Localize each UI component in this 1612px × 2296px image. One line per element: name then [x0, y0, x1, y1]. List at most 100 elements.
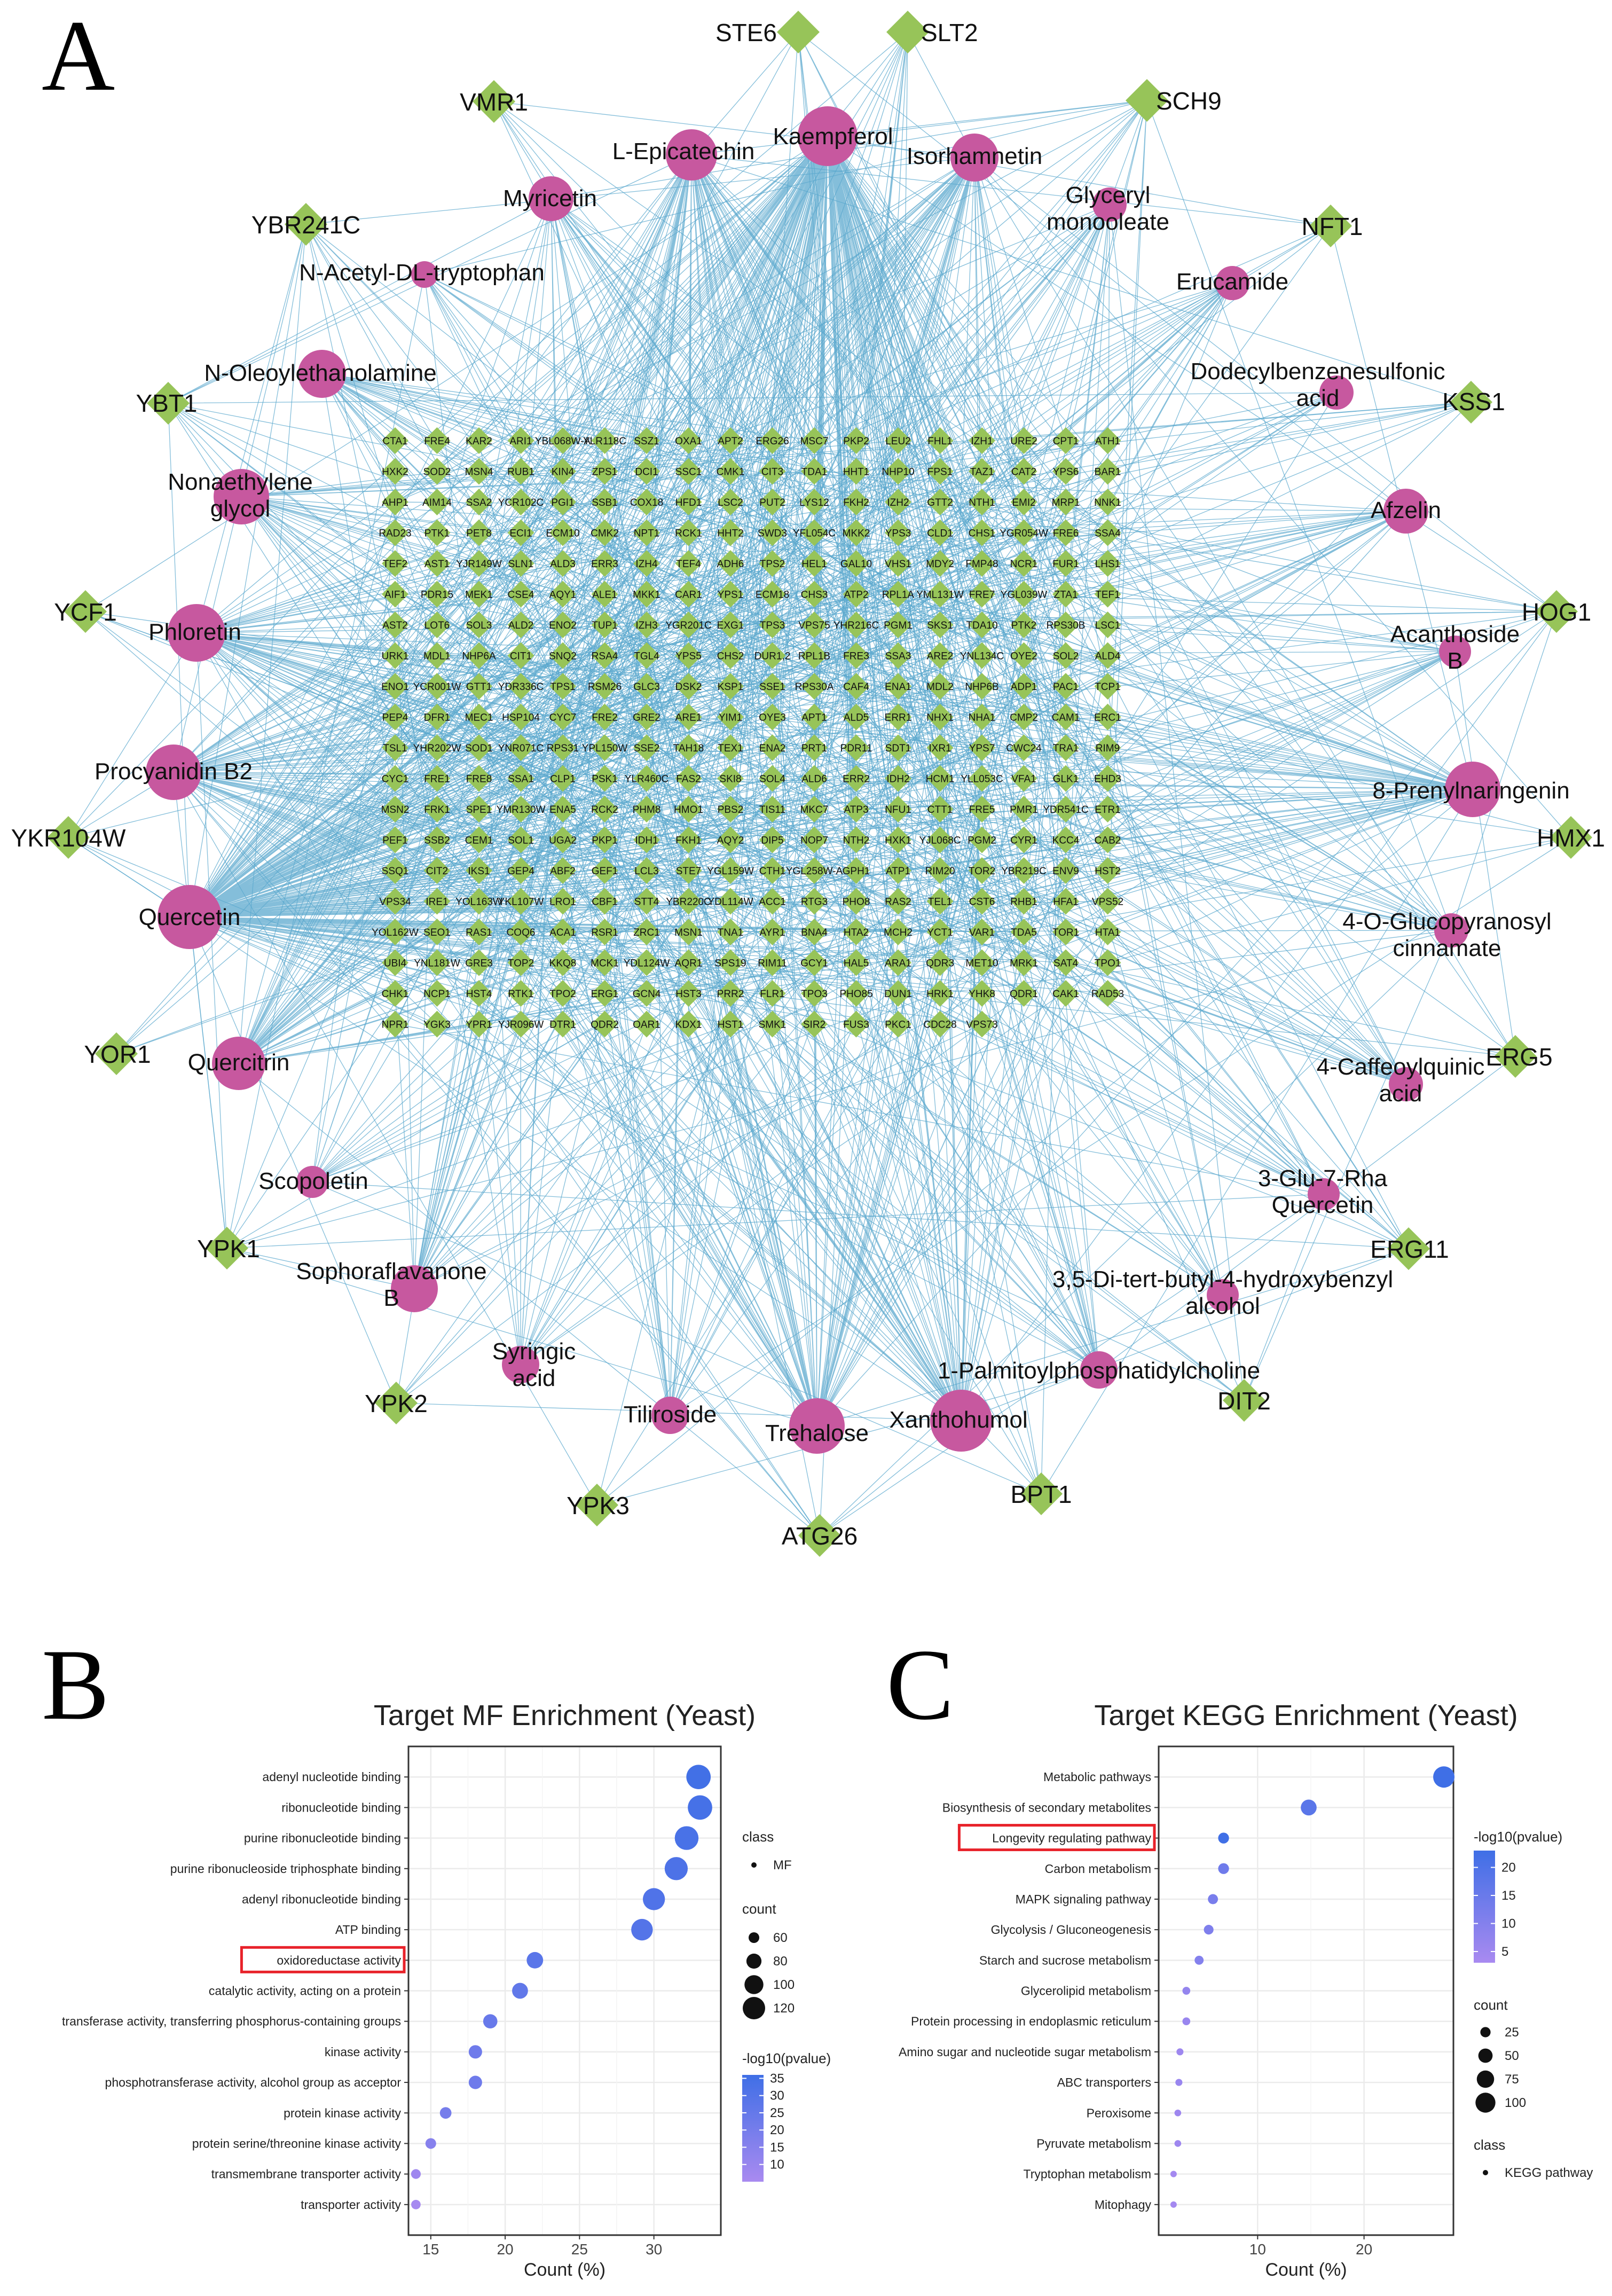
target-node-are2: [926, 642, 954, 669]
compound-label-quercetin-line: Quercetin: [139, 904, 241, 930]
compound-label-erucamide-line: Erucamide: [1176, 269, 1288, 295]
compound-label-phloretin-line: Phloretin: [148, 619, 241, 645]
panel-label-b: B: [42, 1629, 109, 1741]
target-node-ypr1: [466, 1010, 492, 1038]
target-node-atp2: [843, 581, 870, 608]
compound-label-8-prenylnaringenin-line: 8-Prenylnaringenin: [1372, 778, 1569, 804]
target-node-sse1: [759, 673, 786, 700]
target-label-tps2: TPS2: [760, 559, 785, 570]
target-node-glk1: [1052, 765, 1079, 792]
target-label-tef1: TEF1: [1095, 590, 1120, 601]
target-label-hst4: HST4: [466, 989, 492, 1000]
target-node-nhp6b: [969, 673, 995, 700]
target-node-lys12: [801, 489, 828, 515]
target-label-chs2: CHS2: [717, 651, 744, 662]
target-node-ydl114w: [717, 888, 744, 915]
target-node-ecm10: [549, 519, 576, 546]
panel-label-c: C: [886, 1629, 954, 1741]
target-label-aca1: ACA1: [549, 927, 576, 938]
target-node-sat4: [1052, 949, 1079, 976]
target-node-vps34: [382, 888, 408, 915]
target-label-ecm18: ECM18: [756, 590, 789, 601]
target-label-lys12: LYS12: [799, 497, 829, 508]
target-label-mch2: MCH2: [884, 927, 913, 938]
target-label-ssa2: SSA2: [466, 497, 492, 508]
target-node-ssa4: [1094, 519, 1121, 546]
target-node-fre4: [423, 427, 451, 454]
target-node-yhr202w: [423, 734, 451, 761]
target-node-oye3: [759, 703, 786, 731]
target-label-hmo1: HMO1: [674, 804, 703, 816]
target-label-rps31: RPS31: [547, 743, 579, 754]
compound-node-tiliroside: [651, 1397, 689, 1434]
target-node-yps3: [885, 519, 911, 546]
color-legend-title: -log10(pvalue): [1474, 1829, 1562, 1845]
target-label-gph1: GPH1: [843, 866, 870, 877]
size-legend-dot: [744, 1975, 764, 1994]
target-label-top2: TOP2: [508, 958, 534, 969]
target-node-acc1: [759, 888, 786, 915]
target-label-cit2: CIT2: [426, 866, 448, 877]
target-label-tef2: TEF2: [383, 559, 407, 570]
target-label-cam1: CAM1: [1052, 712, 1080, 724]
target-label-acc1: ACC1: [759, 897, 786, 908]
target-node-iks1: [466, 857, 492, 884]
target-label-clp1: CLP1: [550, 774, 576, 785]
target-node-hel1: [801, 550, 828, 577]
compound-label-4-o-glucopyranosyl-cinnamate-line: 4-O-Glucopyranosyl: [1342, 908, 1551, 935]
target-label-sol2: SOL2: [1053, 651, 1079, 662]
target-node-lsc2: [717, 489, 744, 515]
target-node-zta1: [1052, 581, 1079, 608]
size-legend-label: 80: [773, 1954, 788, 1969]
target-node-gre3: [466, 949, 492, 976]
target-node-fre6: [1052, 519, 1079, 546]
target-label-ypk1: YPK1: [197, 1235, 260, 1263]
target-node-ubi4: [382, 949, 408, 976]
target-node-apt1: [801, 703, 828, 731]
target-label-ste6: STE6: [715, 19, 777, 46]
target-label-ygr054w: YGR054W: [1000, 528, 1048, 539]
target-label-ykr104w: YKR104W: [11, 824, 126, 852]
target-label-yps1: YPS1: [718, 590, 744, 601]
target-node-ygr201c: [675, 612, 702, 638]
size-legend-title: count: [1474, 1997, 1508, 2013]
target-label-atp2: ATP2: [844, 590, 868, 601]
target-label-hfa1: HFA1: [1053, 897, 1079, 908]
target-label-cab2: CAB2: [1095, 835, 1121, 847]
target-label-ssa1: SSA1: [508, 774, 534, 785]
compound-node-syringic-acid: [502, 1346, 539, 1383]
target-node-cth1: [759, 857, 786, 884]
compound-label-scopoletin: Scopoletin: [258, 1168, 368, 1194]
target-node-ynl134c: [969, 642, 995, 669]
target-label-fus3: FUS3: [843, 1020, 869, 1031]
target-node-kdx1: [675, 1010, 702, 1038]
target-label-eno2: ENO2: [549, 620, 577, 631]
target-label-fre2: FRE2: [592, 712, 618, 724]
target-node-kkq8: [549, 949, 576, 976]
target-label-nft1: NFT1: [1302, 213, 1363, 240]
size-legend-label: 120: [773, 2001, 795, 2016]
target-label-ast2: AST2: [382, 620, 408, 631]
data-point-ribonucleotide-binding: [688, 1795, 712, 1820]
target-label-rck2: RCK2: [591, 804, 618, 816]
target-label-nhp10: NHP10: [882, 467, 914, 478]
y-tick-label-biosynthesis-of-secondary-metabolites: Biosynthesis of secondary metabolites: [942, 1800, 1151, 1814]
target-label-rim9: RIM9: [1096, 743, 1120, 754]
target-label-tda5: TDA5: [1011, 927, 1037, 938]
target-label-urk1: URK1: [382, 651, 409, 662]
colorbar-tick-label: 35: [770, 2071, 784, 2086]
target-node-hst4: [466, 980, 492, 1007]
target-node-ssa1: [507, 765, 534, 792]
target-label-ski8: SKI8: [719, 774, 741, 785]
compound-label-procyanidin-b2: Procyanidin B2: [95, 758, 253, 785]
target-label-vmr1: VMR1: [460, 88, 528, 116]
target-node-rtk1: [507, 980, 534, 1007]
compound-label-dodecylbenzenesulfonic-acid-line: Dodecylbenzenesulfonic: [1191, 358, 1445, 385]
target-node-etr1: [1094, 796, 1121, 822]
target-node-gcn4: [633, 980, 660, 1007]
target-node-dur1-2: [759, 642, 786, 669]
target-node-ast2: [382, 612, 408, 638]
target-node-ycr102c: [507, 489, 534, 515]
target-node-cpt1: [1052, 427, 1079, 454]
